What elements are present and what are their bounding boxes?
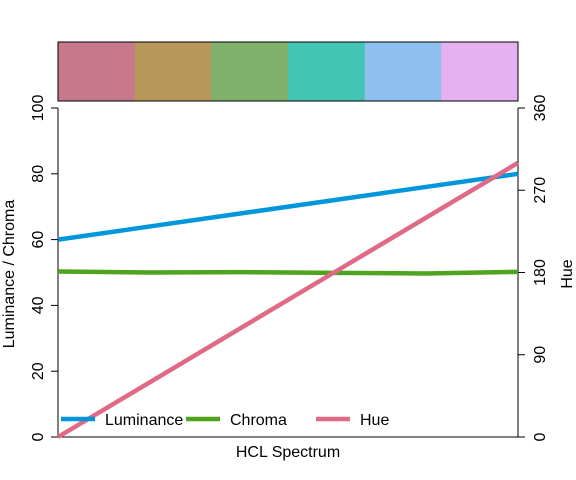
- legend-label-hue: Hue: [360, 412, 389, 429]
- color-swatch: [364, 42, 442, 101]
- right-y-axis: 0 90 180 270 360: [518, 95, 549, 441]
- color-swatch: [211, 42, 289, 101]
- left-y-axis: 0 20 40 60 80 100: [30, 95, 58, 441]
- color-swatch: [288, 42, 366, 101]
- right-y-tick-label: 360: [532, 95, 549, 122]
- right-y-tick-label: 270: [532, 177, 549, 204]
- left-y-tick-label: 100: [30, 95, 47, 122]
- color-swatch: [134, 42, 212, 101]
- left-y-tick-label: 20: [30, 362, 47, 380]
- legend-label-chroma: Chroma: [230, 412, 287, 429]
- right-y-tick-label: 180: [532, 259, 549, 286]
- color-swatch: [441, 42, 519, 101]
- right-y-tick-label: 0: [532, 432, 549, 441]
- left-y-tick-label: 60: [30, 231, 47, 249]
- x-axis-label: HCL Spectrum: [236, 444, 340, 461]
- series-line-chroma: [57, 269, 519, 276]
- left-y-tick-label: 40: [30, 296, 47, 314]
- color-swatch: [58, 42, 136, 101]
- series-lines: [56, 160, 520, 439]
- legend: Luminance Chroma Hue: [61, 412, 389, 429]
- color-swatch-strip: [57, 41, 519, 102]
- swatch-strip-border: [57, 41, 519, 102]
- left-y-tick-label: 80: [30, 165, 47, 183]
- right-y-axis-label: Hue: [559, 259, 576, 288]
- series-line-luminance: [57, 171, 519, 242]
- left-y-axis-label: Luminance / Chroma: [1, 200, 18, 349]
- series-line-hue: [56, 160, 520, 439]
- left-y-tick-label: 0: [30, 432, 47, 441]
- right-y-tick-label: 90: [532, 346, 549, 364]
- legend-label-luminance: Luminance: [105, 412, 183, 429]
